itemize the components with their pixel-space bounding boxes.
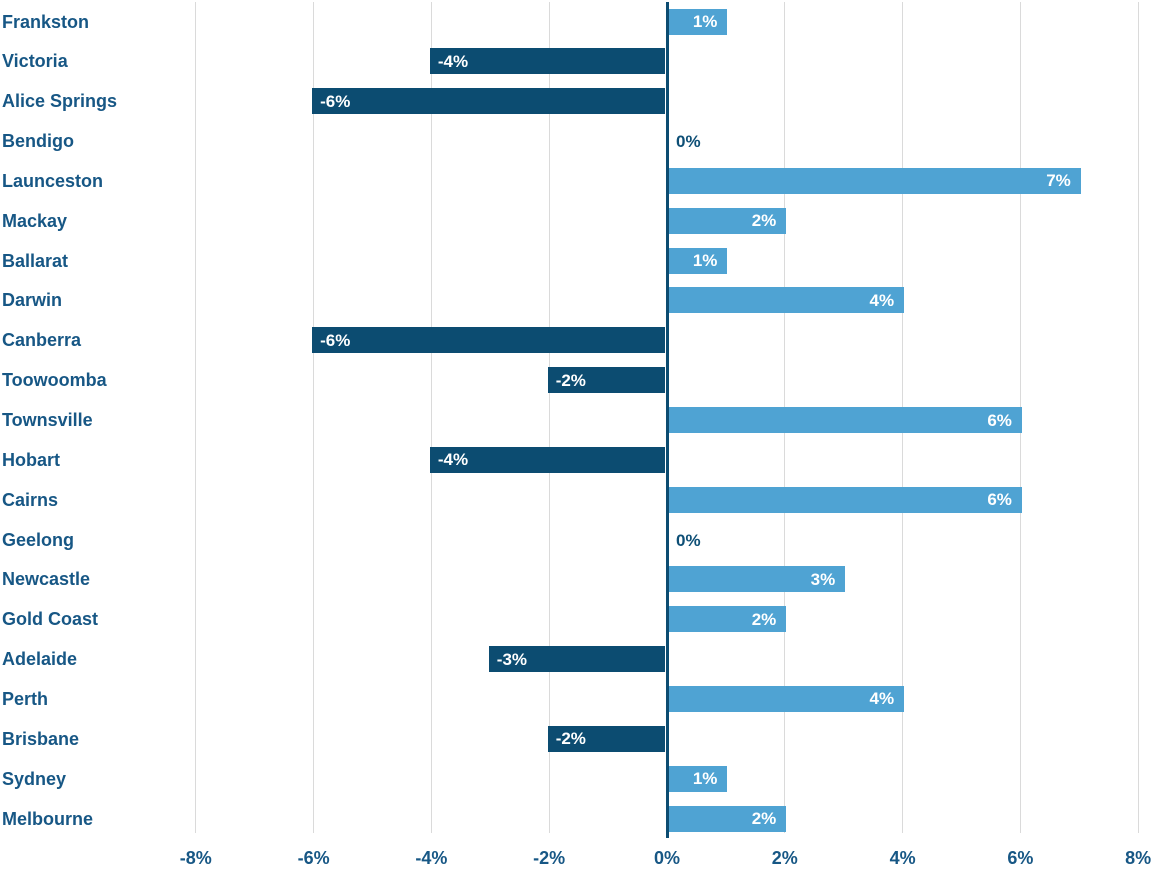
bar-value-label: 6% [987,490,1012,510]
gridline--8 [195,2,197,833]
category-label: Adelaide [2,649,78,670]
category-label: Perth [2,688,49,709]
category-label: Toowoomba [2,370,107,391]
bar: 2% [668,606,787,633]
gridline-8 [1137,2,1139,833]
bar-value-label: 1% [692,769,718,789]
category-label: Darwin [2,290,63,311]
category-label: Cairns [2,489,59,510]
bar-value-label: 3% [810,569,836,589]
bar: 4% [668,287,905,314]
bar-value-label: 4% [869,689,895,709]
bar: 1% [668,247,728,274]
category-label: Canberra [2,330,82,351]
category-label: Townsville [2,410,93,430]
x-tick-label: 4% [889,848,916,868]
category-label: Geelong [2,529,75,550]
category-label: Newcastle [2,569,91,590]
bar: -4% [429,446,666,473]
bar-value-label: 0% [676,530,701,550]
category-label: Gold Coast [2,609,99,630]
x-tick-label: -6% [297,848,330,868]
bar-value-label: 1% [692,251,718,271]
bar-value-label: -6% [320,330,351,350]
bar-value-label: 6% [987,410,1012,430]
category-label: Frankston [2,11,90,32]
x-tick-label: -2% [533,848,566,868]
category-label: Melbourne [2,808,94,829]
bar-value-label: -3% [496,649,528,669]
x-tick-label: -8% [179,848,212,868]
bar: 1% [668,765,728,792]
bar: 6% [668,407,1022,433]
bar-value-label: 0% [676,132,701,152]
bar: -6% [312,327,666,354]
bar-value-label: -2% [555,370,586,390]
x-tick-label: 8% [1125,848,1152,868]
bar: -4% [429,48,666,75]
x-tick-label: 6% [1007,848,1034,868]
bar: -6% [312,88,666,115]
category-label: Sydney [2,768,67,789]
category-label: Victoria [2,51,68,72]
category-label: Brisbane [2,728,80,749]
bar-value-label: 1% [692,12,718,31]
x-tick-label: 0% [653,848,680,868]
gridline--6 [313,2,315,833]
x-tick-label: -4% [415,848,448,868]
bar: -3% [488,646,666,673]
bar-value-label: 4% [869,290,895,310]
bar-value-label: 2% [751,211,777,231]
category-label: Mackay [2,210,68,231]
x-tick-label: 2% [771,848,798,868]
bar-value-label: 2% [751,609,777,629]
bar-value-label: 7% [1046,171,1071,191]
bar: 1% [668,8,728,35]
bar-value-label: -2% [555,729,586,749]
bar-value-label: -4% [437,51,469,71]
category-label: Ballarat [2,250,69,271]
bar: 3% [668,566,846,593]
bar: 2% [668,207,787,234]
bar-value-label: -6% [320,91,351,111]
gridline--4 [430,2,432,833]
bar: 2% [668,805,787,832]
category-label: Alice Springs [2,91,118,112]
bar: -2% [547,367,666,394]
bar: -2% [547,725,666,752]
zero-baseline [665,2,669,838]
bar-value-label: 2% [751,809,777,828]
category-label: Hobart [2,449,60,470]
bar: 6% [668,486,1022,513]
bar-value-label: -4% [437,450,469,470]
bar: 4% [668,685,905,712]
bar: 7% [668,167,1081,194]
gridline--2 [548,2,550,833]
category-label: Launceston [2,170,104,191]
category-label: Bendigo [2,131,74,152]
